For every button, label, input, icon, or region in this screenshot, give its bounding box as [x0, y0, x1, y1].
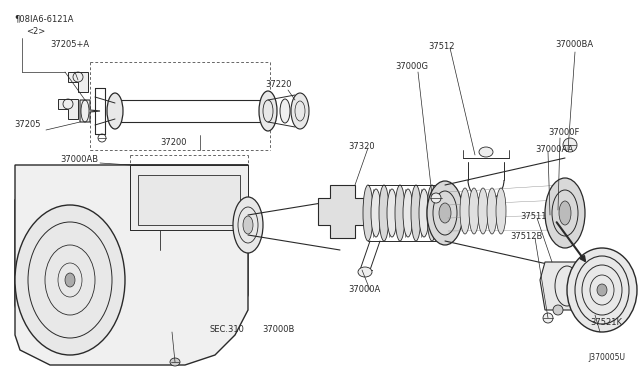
Ellipse shape	[395, 185, 405, 241]
Text: 37000G: 37000G	[395, 62, 428, 71]
Text: 37000AA: 37000AA	[535, 145, 573, 154]
Ellipse shape	[379, 185, 389, 241]
Ellipse shape	[427, 185, 437, 241]
Ellipse shape	[543, 313, 553, 323]
Ellipse shape	[387, 189, 397, 237]
Text: 37511: 37511	[520, 212, 547, 221]
Ellipse shape	[567, 248, 637, 332]
Polygon shape	[58, 99, 78, 119]
Ellipse shape	[233, 197, 263, 253]
Ellipse shape	[280, 99, 290, 123]
Ellipse shape	[479, 147, 493, 157]
Ellipse shape	[559, 201, 571, 225]
Text: 37521K: 37521K	[590, 318, 622, 327]
Text: SEC.310: SEC.310	[210, 325, 245, 334]
Ellipse shape	[107, 93, 123, 129]
Text: 37205: 37205	[14, 120, 40, 129]
Ellipse shape	[427, 181, 463, 245]
Text: J370005U: J370005U	[588, 353, 625, 362]
Ellipse shape	[371, 189, 381, 237]
Polygon shape	[318, 185, 368, 238]
Ellipse shape	[597, 284, 607, 296]
Text: <2>: <2>	[26, 27, 45, 36]
Ellipse shape	[469, 188, 479, 234]
Ellipse shape	[411, 185, 421, 241]
Text: 37220: 37220	[265, 80, 291, 89]
Polygon shape	[15, 165, 248, 362]
Ellipse shape	[363, 185, 373, 241]
Text: 37000B: 37000B	[262, 325, 294, 334]
Text: 37000BA: 37000BA	[555, 40, 593, 49]
Polygon shape	[15, 165, 248, 365]
Ellipse shape	[478, 188, 488, 234]
Ellipse shape	[563, 138, 577, 152]
Ellipse shape	[553, 305, 563, 315]
Ellipse shape	[460, 188, 470, 234]
Ellipse shape	[487, 188, 497, 234]
Polygon shape	[540, 262, 595, 310]
Bar	[130, 165, 248, 230]
Ellipse shape	[358, 267, 372, 277]
Ellipse shape	[496, 188, 506, 234]
Ellipse shape	[403, 189, 413, 237]
Text: 37200: 37200	[160, 138, 186, 147]
Text: 37205+A: 37205+A	[50, 40, 89, 49]
Text: 37000F: 37000F	[548, 128, 579, 137]
Text: 37000AB: 37000AB	[60, 155, 98, 164]
Text: 37512: 37512	[428, 42, 454, 51]
Polygon shape	[80, 100, 100, 122]
Ellipse shape	[545, 178, 585, 248]
Text: 37000A: 37000A	[348, 285, 380, 294]
Ellipse shape	[439, 203, 451, 223]
Polygon shape	[68, 72, 88, 92]
Ellipse shape	[243, 216, 253, 234]
Ellipse shape	[431, 193, 441, 203]
Ellipse shape	[65, 273, 75, 287]
Ellipse shape	[15, 205, 125, 355]
Ellipse shape	[259, 91, 277, 131]
Ellipse shape	[419, 189, 429, 237]
Text: 37320: 37320	[348, 142, 374, 151]
Ellipse shape	[170, 358, 180, 366]
Text: 37512B: 37512B	[510, 232, 542, 241]
Text: ¶08IA6-6121A: ¶08IA6-6121A	[14, 14, 74, 23]
Ellipse shape	[291, 93, 309, 129]
Bar	[138, 175, 240, 225]
